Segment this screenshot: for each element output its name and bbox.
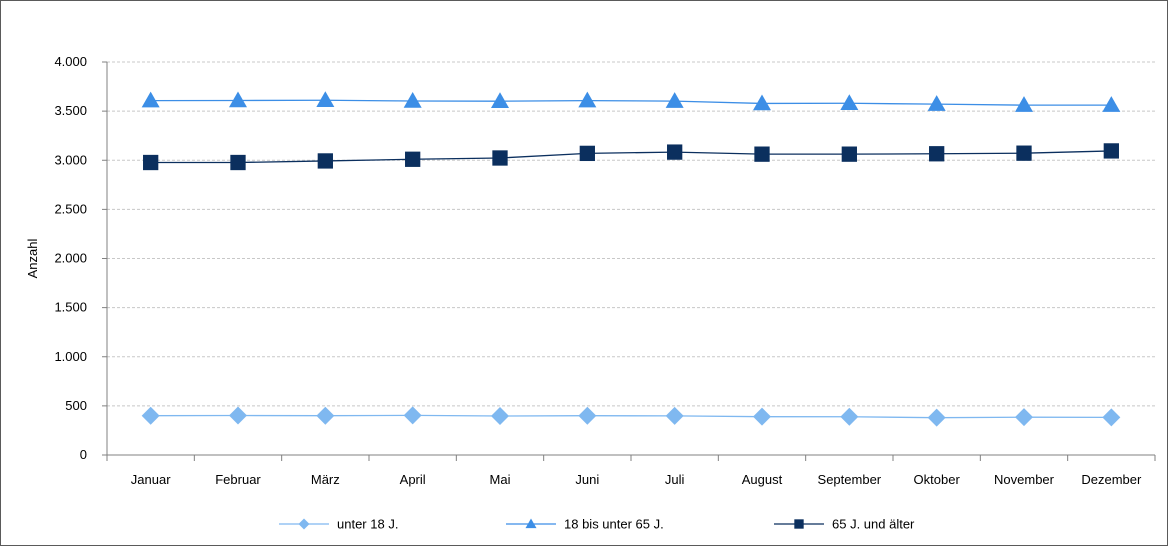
data-point xyxy=(230,154,246,171)
y-tick-label: 1.000 xyxy=(54,349,87,364)
data-point xyxy=(491,406,509,425)
y-axis-title: Anzahl xyxy=(25,239,40,279)
x-tick-label: September xyxy=(818,472,882,487)
data-point xyxy=(1016,145,1032,161)
data-point xyxy=(753,407,771,426)
y-tick-label: 2.500 xyxy=(54,201,87,216)
data-point xyxy=(927,95,946,111)
legend: unter 18 J. 18 bis unter 65 J. 65 J. und ä… xyxy=(279,517,915,532)
data-point xyxy=(927,408,946,427)
data-point xyxy=(316,91,335,107)
x-tick-label: Juni xyxy=(575,472,599,487)
data-point xyxy=(1015,408,1033,427)
data-point xyxy=(1102,408,1121,427)
legend-label: unter 18 J. xyxy=(337,517,398,532)
series-3 xyxy=(143,143,1119,171)
x-tick-label: Januar xyxy=(131,472,171,487)
data-point xyxy=(143,154,159,171)
data-point xyxy=(753,94,771,111)
x-tick-labels: Januar Februar März April Mai Juni Juli August S… xyxy=(131,472,1142,487)
series-line xyxy=(150,99,1112,106)
data-point xyxy=(1102,96,1121,112)
x-tick-label: Februar xyxy=(215,472,261,487)
series-1 xyxy=(141,406,1121,427)
data-point xyxy=(840,407,859,426)
x-tick-label: August xyxy=(742,472,783,487)
data-point xyxy=(1015,96,1033,112)
data-point xyxy=(229,406,247,425)
y-tick-label: 3.000 xyxy=(54,152,87,167)
x-tick-label: April xyxy=(400,472,426,487)
data-point xyxy=(840,94,859,111)
data-point xyxy=(403,92,422,108)
data-point xyxy=(141,91,160,108)
data-point xyxy=(316,406,335,425)
series-2 xyxy=(141,91,1121,112)
series-line xyxy=(150,414,1112,419)
data-point xyxy=(665,406,684,425)
legend-marker xyxy=(794,519,804,529)
series-line xyxy=(150,150,1112,164)
data-point xyxy=(317,153,333,169)
data-point xyxy=(754,146,770,162)
data-point xyxy=(405,151,421,167)
legend-label: 18 bis unter 65 J. xyxy=(564,517,664,532)
y-tick-label: 2.000 xyxy=(54,251,87,266)
data-point xyxy=(229,91,247,108)
y-tick-label: 0 xyxy=(80,447,87,462)
x-tick-label: März xyxy=(311,472,340,487)
series xyxy=(141,91,1121,427)
legend-marker xyxy=(298,518,310,530)
y-tick-label: 4.000 xyxy=(54,54,87,69)
y-tick-labels: 0 500 1.000 1.500 2.000 2.500 3.000 3.500 4.000 xyxy=(54,54,87,462)
legend-item: unter 18 J. xyxy=(279,517,398,532)
x-tick-label: Oktober xyxy=(914,472,961,487)
data-point xyxy=(491,92,509,108)
data-point xyxy=(929,146,945,162)
data-point xyxy=(578,91,597,108)
y-tick-label: 1.500 xyxy=(54,300,87,315)
axes: Anzahl xyxy=(25,61,1156,461)
data-point xyxy=(841,146,857,162)
x-tick-label: Mai xyxy=(490,472,511,487)
data-point xyxy=(578,406,597,425)
x-tick-label: November xyxy=(994,472,1055,487)
gridlines xyxy=(107,61,1155,407)
data-point xyxy=(665,92,684,108)
x-tick-label: Juli xyxy=(665,472,685,487)
legend-label: 65 J. und älter xyxy=(832,517,915,532)
data-point xyxy=(667,144,683,160)
data-point xyxy=(403,406,422,425)
data-point xyxy=(141,406,160,425)
y-tick-label: 3.500 xyxy=(54,103,87,118)
data-point xyxy=(579,145,595,162)
legend-item: 65 J. und älter xyxy=(774,517,915,532)
data-point xyxy=(1103,143,1119,159)
y-tick-label: 500 xyxy=(65,398,87,413)
legend-marker xyxy=(525,518,537,529)
data-point xyxy=(492,150,508,166)
legend-item: 18 bis unter 65 J. xyxy=(506,517,664,532)
x-tick-label: Dezember xyxy=(1081,472,1142,487)
